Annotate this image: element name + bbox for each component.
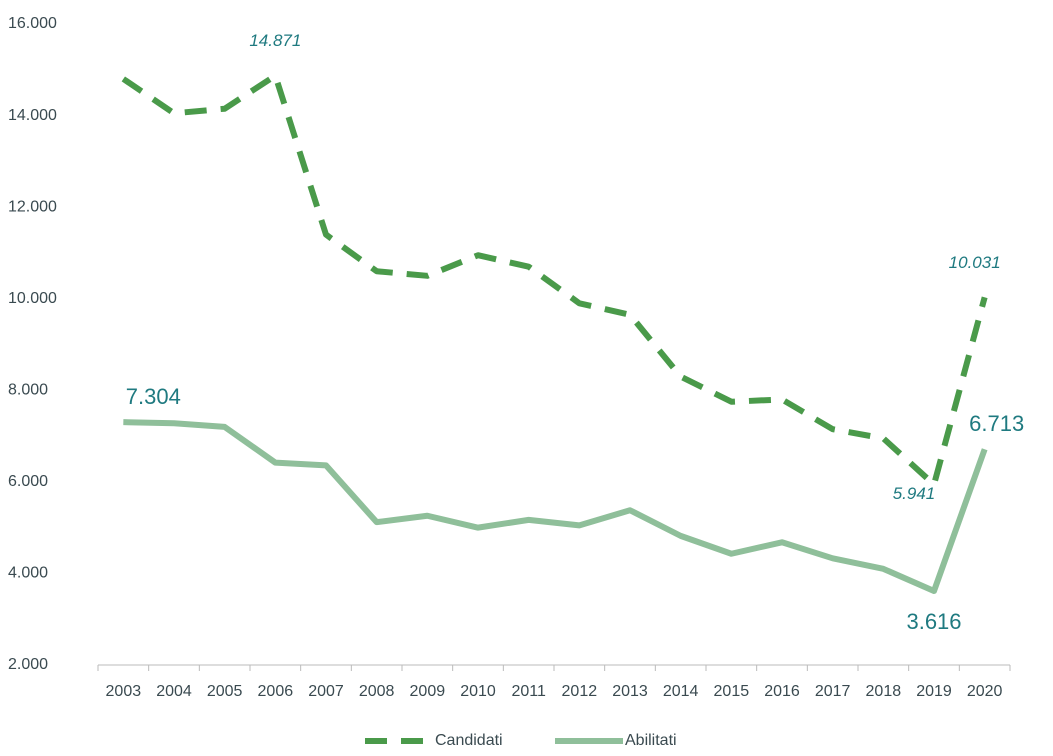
data-label: 7.304 — [126, 384, 181, 409]
x-tick-label: 2018 — [866, 683, 902, 700]
y-tick-label: 10.000 — [8, 290, 57, 307]
y-tick-label: 6.000 — [8, 473, 48, 490]
data-label: 6.713 — [969, 411, 1024, 436]
x-tick-label: 2019 — [916, 683, 952, 700]
legend-label: Abilitati — [625, 732, 677, 749]
x-tick-label: 2020 — [967, 683, 1003, 700]
x-tick-label: 2003 — [106, 683, 142, 700]
y-tick-label: 8.000 — [8, 382, 48, 399]
x-tick-label: 2015 — [714, 683, 750, 700]
data-label: 14.871 — [249, 31, 301, 50]
x-tick-label: 2012 — [562, 683, 598, 700]
x-tick-label: 2010 — [460, 683, 496, 700]
y-tick-label: 14.000 — [8, 107, 57, 124]
x-tick-label: 2006 — [258, 683, 294, 700]
y-tick-label: 4.000 — [8, 565, 48, 582]
x-tick-label: 2007 — [308, 683, 344, 700]
data-label: 5.941 — [893, 484, 936, 503]
data-label: 10.031 — [949, 253, 1001, 272]
x-tick-label: 2014 — [663, 683, 699, 700]
x-tick-label: 2016 — [764, 683, 800, 700]
x-tick-label: 2013 — [612, 683, 648, 700]
y-tick-label: 2.000 — [8, 656, 48, 673]
line — [123, 419, 988, 595]
data-label: 3.616 — [906, 609, 961, 634]
line — [121, 72, 988, 488]
y-tick-label: 16.000 — [8, 15, 57, 32]
x-tick-label: 2017 — [815, 683, 851, 700]
x-tick-label: 2009 — [410, 683, 446, 700]
legend-label: Candidati — [435, 732, 503, 749]
x-tick-label: 2011 — [511, 683, 546, 700]
x-tick-label: 2008 — [359, 683, 395, 700]
y-tick-label: 12.000 — [8, 198, 57, 215]
x-tick-label: 2005 — [207, 683, 243, 700]
x-tick-label: 2004 — [156, 683, 192, 700]
